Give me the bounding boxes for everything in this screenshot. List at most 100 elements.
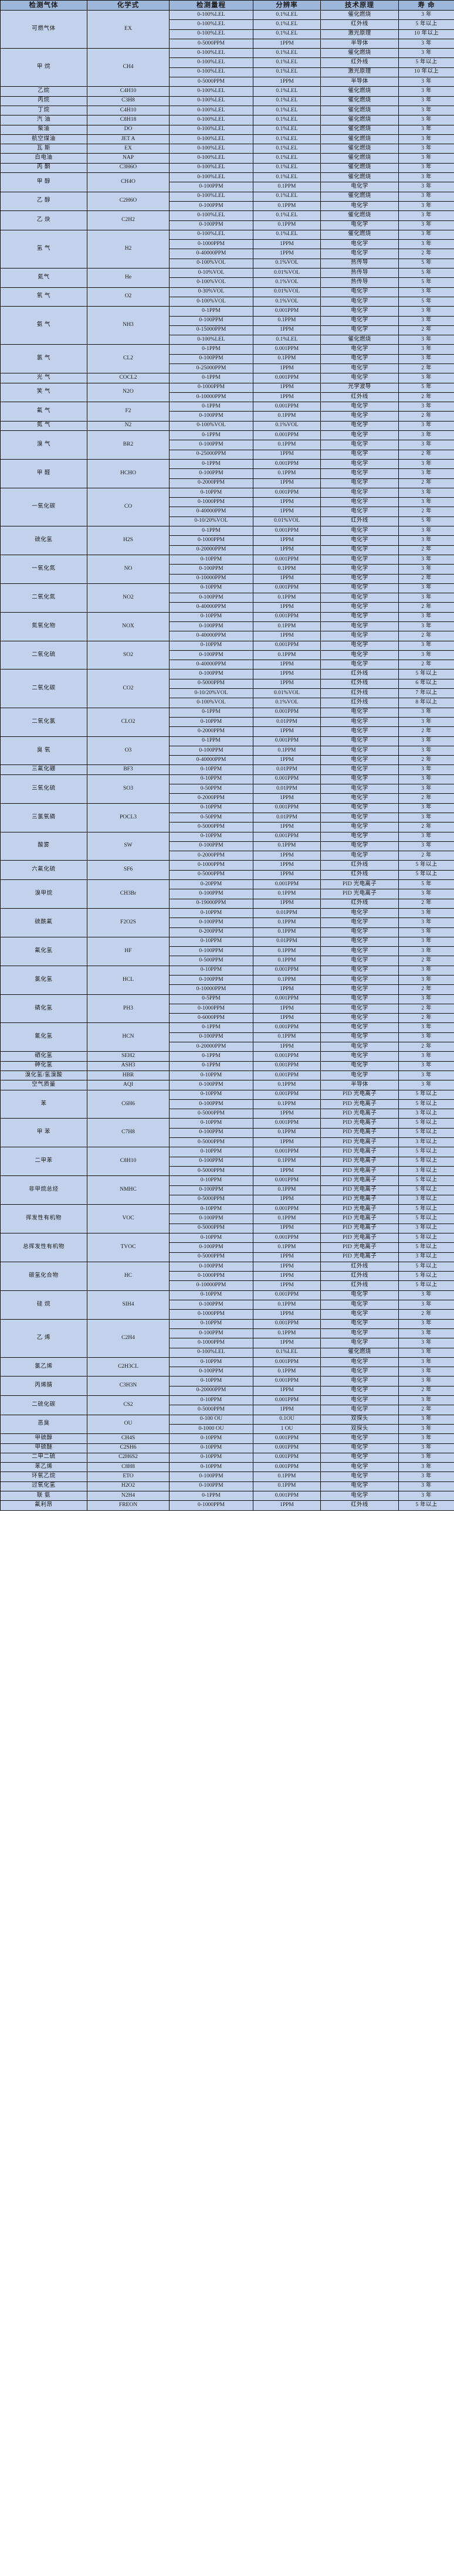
- cell-chemical-formula: HC: [87, 1261, 170, 1291]
- cell-technology-principle: 电化学: [320, 1042, 399, 1052]
- cell-detection-range: 0-1000PPM: [169, 239, 253, 250]
- cell-lifespan: 3 年: [398, 48, 454, 59]
- cell-technology-principle: 电化学: [320, 611, 399, 623]
- cell-detection-range: 0-10PPM: [169, 764, 253, 775]
- cell-technology-principle: 电化学: [320, 535, 399, 546]
- cell-detected-gas: 一氧化氮: [0, 554, 87, 584]
- cell-lifespan: 3 年: [398, 1481, 454, 1492]
- cell-lifespan: 3 年: [398, 803, 454, 813]
- cell-lifespan: 3 年: [398, 373, 454, 383]
- cell-chemical-formula: H2S: [87, 526, 170, 555]
- cell-lifespan: 3 年: [398, 716, 454, 728]
- table-row: 酸雾 SW 0-10PPM 0.001PPM 电化学 3 年: [0, 831, 454, 861]
- cell-lifespan: 3 年: [398, 1395, 454, 1406]
- table-row: 0-100PPM 0.1PPM 电化学 3 年: [1, 841, 454, 852]
- cell-resolution: 0.001PPM: [253, 994, 321, 1004]
- cell-resolution: 0.001PPM: [253, 1357, 321, 1368]
- cell-lifespan: 3 年: [398, 889, 454, 899]
- cell-lifespan: 3 年: [398, 1414, 454, 1425]
- table-row: 丙烷 C3H8 0-100%LEL 0.1%LEL 催化燃烧 3 年: [0, 96, 454, 106]
- cell-technology-principle: 催化燃烧: [320, 134, 399, 145]
- cell-lifespan: 3 年: [398, 1318, 454, 1329]
- cell-resolution: 0.1%LEL: [253, 86, 321, 97]
- cell-technology-principle: 催化燃烧: [320, 153, 399, 164]
- cell-detection-range: 0-1PPM: [169, 707, 253, 718]
- cell-lifespan: 3 年: [398, 172, 454, 183]
- cell-lifespan: 2 年: [398, 631, 454, 641]
- cell-detection-range: 0-1000 OU: [169, 1423, 253, 1435]
- table-row: 0-40000PPM 1PPM 电化学 2 年: [1, 660, 454, 670]
- cell-technology-principle: 电化学: [320, 602, 399, 613]
- cell-detection-range: 0-100%LEL: [169, 124, 253, 135]
- cell-resolution: 1PPM: [253, 545, 321, 555]
- cell-chemical-formula: HBR: [87, 1070, 170, 1081]
- cell-technology-principle: PID 光电离子: [320, 1127, 399, 1139]
- table-row: 联 氨 N2H4 0-1PPM 0.001PPM 电化学 3 年: [0, 1491, 454, 1501]
- cell-lifespan: 2 年: [398, 1003, 454, 1014]
- table-row: 磷化氢 PH3 0-5PPM 0.001PPM 电化学 3 年: [0, 994, 454, 1024]
- table-row: 0-15000PPM 1PPM 电化学 2 年: [1, 325, 454, 336]
- cell-detection-range: 0-100PPM: [169, 1127, 253, 1139]
- cell-lifespan: 2 年: [398, 984, 454, 995]
- table-row: 0-40000PPM 1PPM 电化学 2 年: [1, 249, 454, 259]
- cell-resolution: 1PPM: [253, 239, 321, 250]
- table-row: 二氧化氯 CLO2 0-1PPM 0.001PPM 电化学 3 年: [0, 707, 454, 737]
- cell-chemical-formula: C2H6O: [87, 191, 170, 212]
- cell-lifespan: 5 年以上: [398, 1232, 454, 1243]
- cell-detection-range: 0-100%VOL: [169, 258, 253, 269]
- table-row: 甲 烷 CH4 0-100%LEL 0.1%LEL 催化燃烧 3 年: [0, 48, 454, 87]
- cell-detection-range: 0-100PPM: [169, 411, 253, 422]
- table-row: 0-40000PPM 1PPM 电化学 2 年: [1, 507, 454, 517]
- table-row: 0-100PPM 0.1PPM 电化学 3 年: [1, 1032, 454, 1043]
- cell-resolution: 0.001PPM: [253, 1070, 321, 1081]
- cell-detected-gas: 二氧化氯: [0, 707, 87, 737]
- cell-resolution: 1PPM: [253, 38, 321, 49]
- cell-technology-principle: 红外线: [320, 1271, 399, 1282]
- cell-detected-gas: 恶臭: [0, 1414, 87, 1435]
- cell-resolution: 0.1PPM: [253, 745, 321, 756]
- cell-detection-range: 0-10PPM: [169, 908, 253, 919]
- cell-detection-range: 0-10PPM: [169, 965, 253, 976]
- cell-detected-gas: 总挥发性有机物: [0, 1233, 87, 1262]
- cell-resolution: 0.01%VOL: [253, 688, 321, 699]
- cell-chemical-formula: CO: [87, 487, 170, 527]
- cell-resolution: 0.001PPM: [253, 1022, 321, 1033]
- table-row: 0-1000PPM 1PPM 电化学 3 年: [1, 535, 454, 546]
- cell-technology-principle: 催化燃烧: [320, 115, 399, 125]
- cell-detection-range: 0-40000PPM: [169, 660, 253, 670]
- cell-resolution: 0.1PPM: [253, 917, 321, 928]
- cell-resolution: 0.1%LEL: [253, 335, 321, 345]
- table-row: 0-100PPM 0.1PPM 电化学 3 年: [1, 200, 454, 212]
- cell-technology-principle: 电化学: [320, 946, 399, 957]
- cell-detection-range: 0-100PPM: [169, 564, 253, 575]
- cell-lifespan: 3 年: [398, 1022, 454, 1033]
- table-row: 氟化氢 HF 0-10PPM 0.01PPM 电化学 3 年: [0, 936, 454, 966]
- cell-detection-range: 0-5000PPM: [169, 678, 253, 689]
- cell-lifespan: 2 年: [398, 545, 454, 555]
- table-row: 乙 烯 C2H4 0-10PPM 0.001PPM 电化学 3 年: [0, 1318, 454, 1358]
- cell-technology-principle: 双探头: [320, 1423, 399, 1435]
- cell-technology-principle: PID 光电离子: [320, 1099, 399, 1110]
- cell-resolution: 0.1PPM: [253, 841, 321, 852]
- cell-detection-range: 0-6000PPM: [169, 1013, 253, 1024]
- cell-detection-range: 0-10PPM: [169, 1452, 253, 1463]
- cell-chemical-formula: C2H6S2: [87, 1452, 170, 1463]
- cell-detection-range: 0-100PPM: [169, 1471, 253, 1482]
- table-row: 溴甲烷 CH3Br 0-20PPM 0.001PPM PID 光电离子 5 年: [0, 879, 454, 909]
- cell-resolution: 1PPM: [253, 497, 321, 508]
- cell-lifespan: 5 年以上: [398, 669, 454, 679]
- cell-detection-range: 0-100PPM: [169, 841, 253, 852]
- cell-technology-principle: 红外线: [320, 19, 399, 30]
- cell-resolution: 1PPM: [253, 851, 321, 861]
- cell-technology-principle: 电化学: [320, 841, 399, 852]
- cell-lifespan: 3 年: [398, 650, 454, 661]
- table-row: 0-100PPM 0.1PPM 电化学 2 年: [1, 411, 454, 422]
- cell-technology-principle: 催化燃烧: [320, 335, 399, 345]
- cell-technology-principle: 电化学: [320, 1318, 399, 1329]
- cell-technology-principle: 电化学: [320, 716, 399, 728]
- cell-resolution: 0.1PPM: [253, 200, 321, 212]
- cell-chemical-formula: N2O: [87, 382, 170, 403]
- cell-technology-principle: 电化学: [320, 1290, 399, 1301]
- cell-lifespan: 5 年: [398, 382, 454, 393]
- cell-lifespan: 5 年以上: [398, 1175, 454, 1186]
